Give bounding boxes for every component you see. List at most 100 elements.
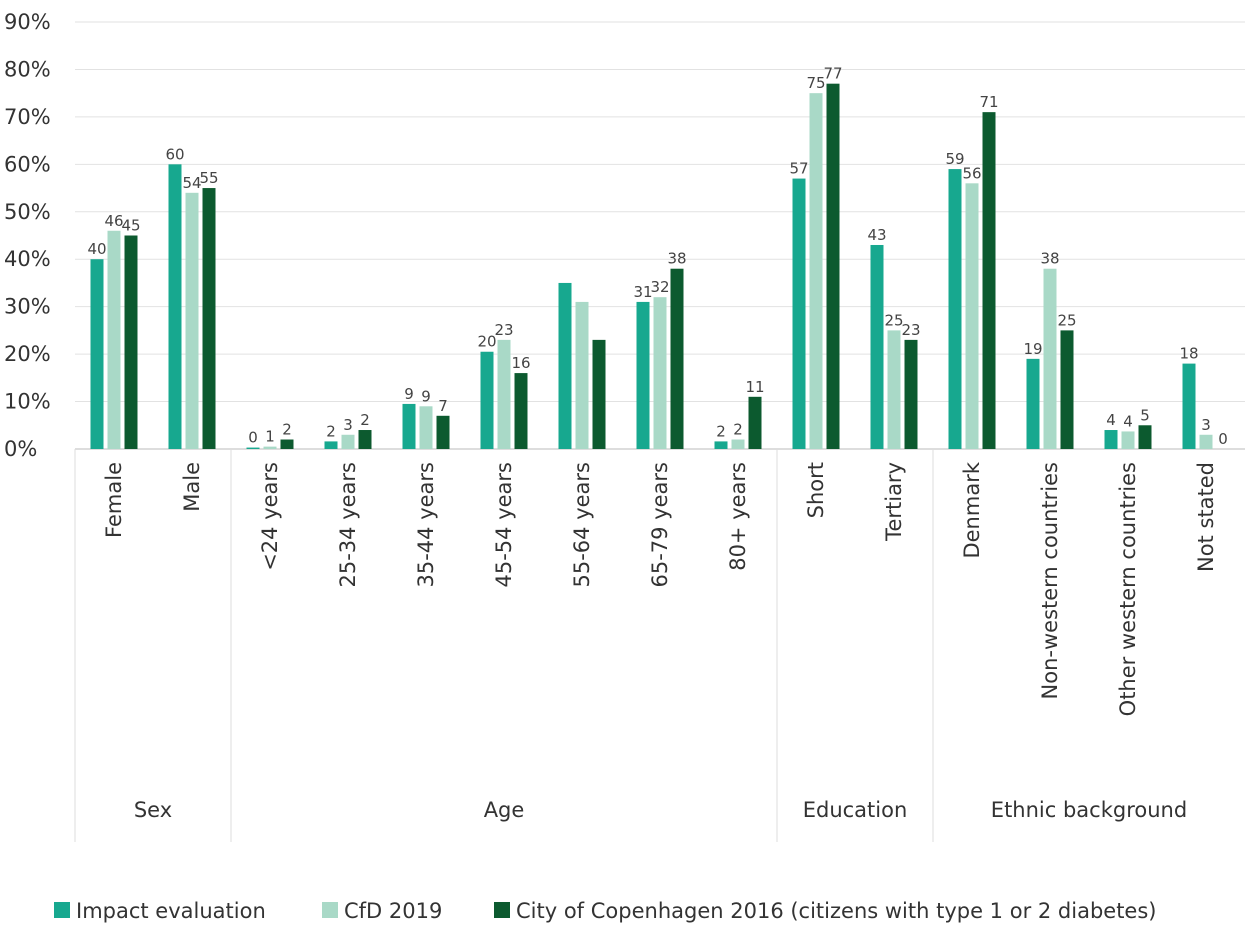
value-label: 0: [248, 429, 258, 447]
bar: [887, 330, 901, 449]
value-label: 7: [438, 397, 448, 415]
value-label: 5: [1140, 406, 1150, 424]
bar: [324, 441, 338, 449]
bar: [792, 178, 806, 450]
value-label: 43: [867, 226, 886, 244]
bar: [1182, 363, 1196, 449]
value-label: 0: [1218, 430, 1228, 448]
x-tick-label: 45-54 years: [492, 462, 516, 588]
bar: [263, 446, 277, 449]
value-label: 57: [789, 160, 808, 178]
value-label: 31: [633, 283, 652, 301]
bar: [185, 192, 199, 450]
bar: [1121, 431, 1135, 449]
value-label: 38: [667, 250, 686, 268]
value-label: 3: [343, 416, 353, 434]
group-label: Sex: [134, 798, 172, 822]
value-label: 60: [165, 145, 184, 163]
y-tick-label: 20%: [4, 342, 51, 366]
x-tick-label: Short: [804, 462, 828, 518]
bar: [402, 403, 416, 449]
bar: [870, 244, 884, 449]
legend-label: Impact evaluation: [76, 899, 266, 923]
value-label: 4: [1123, 412, 1133, 430]
group-label: Age: [484, 798, 525, 822]
bar: [497, 339, 511, 449]
value-label: 18: [1179, 345, 1198, 363]
value-label: 56: [962, 164, 981, 182]
value-label: 2: [326, 422, 336, 440]
group-label: Ethnic background: [991, 798, 1187, 822]
legend-swatch: [322, 902, 338, 918]
bar: [1026, 358, 1040, 449]
y-tick-label: 80%: [4, 57, 51, 81]
bar: [982, 112, 996, 450]
bar: [670, 268, 684, 449]
bar: [809, 93, 823, 450]
value-label: 23: [901, 321, 920, 339]
bar: [1138, 425, 1152, 449]
bar: [948, 169, 962, 450]
y-tick-label: 50%: [4, 200, 51, 224]
x-tick-label: 65-79 years: [648, 462, 672, 588]
bar: [636, 301, 650, 449]
value-label: 1: [265, 428, 275, 446]
x-tick-label: <24 years: [258, 462, 282, 571]
bar: [592, 339, 606, 449]
x-tick-label: Female: [102, 462, 126, 538]
bar: [358, 430, 372, 449]
value-label: 16: [511, 354, 530, 372]
bar: [1060, 330, 1074, 449]
bar: [168, 164, 182, 450]
bar: [965, 183, 979, 450]
bar: [124, 235, 138, 449]
value-label: 32: [650, 278, 669, 296]
value-label: 55: [199, 169, 218, 187]
bar: [731, 439, 745, 449]
bar: [246, 447, 260, 449]
bar: [904, 339, 918, 449]
x-tick-label: Non-western countries: [1038, 462, 1062, 699]
bar: [514, 373, 528, 449]
bar: [1199, 434, 1213, 449]
bar: [748, 396, 762, 449]
value-label: 59: [945, 150, 964, 168]
legend-swatch: [54, 902, 70, 918]
x-tick-label: 25-34 years: [336, 462, 360, 588]
bar: [90, 259, 104, 449]
value-label: 25: [1057, 311, 1076, 329]
value-label: 25: [884, 311, 903, 329]
y-tick-label: 30%: [4, 295, 51, 319]
x-tick-label: 35-44 years: [414, 462, 438, 588]
x-tick-label: Male: [180, 462, 204, 512]
value-label: 19: [1023, 340, 1042, 358]
bar: [1043, 268, 1057, 449]
value-label: 11: [745, 378, 764, 396]
value-label: 77: [823, 65, 842, 83]
y-tick-label: 10%: [4, 390, 51, 414]
bar: [714, 441, 728, 449]
bar: [107, 230, 121, 449]
value-label: 40: [87, 240, 106, 258]
bar: [1104, 430, 1118, 449]
bar: [436, 415, 450, 449]
y-tick-label: 70%: [4, 105, 51, 129]
value-label: 45: [121, 217, 140, 235]
bar: [341, 434, 355, 449]
legend-label: City of Copenhagen 2016 (citizens with t…: [516, 899, 1156, 923]
value-label: 2: [733, 421, 743, 439]
bar: [653, 297, 667, 449]
x-tick-label: Not stated: [1194, 462, 1218, 572]
bar: [480, 351, 494, 449]
bar: [202, 188, 216, 450]
x-tick-label: 80+ years: [726, 462, 750, 571]
y-tick-label: 90%: [4, 10, 51, 34]
group-label: Education: [803, 798, 908, 822]
value-label: 75: [806, 74, 825, 92]
value-label: 23: [494, 321, 513, 339]
value-label: 9: [421, 387, 431, 405]
value-label: 38: [1040, 250, 1059, 268]
x-tick-label: 55-64 years: [570, 462, 594, 588]
value-label: 20: [477, 333, 496, 351]
